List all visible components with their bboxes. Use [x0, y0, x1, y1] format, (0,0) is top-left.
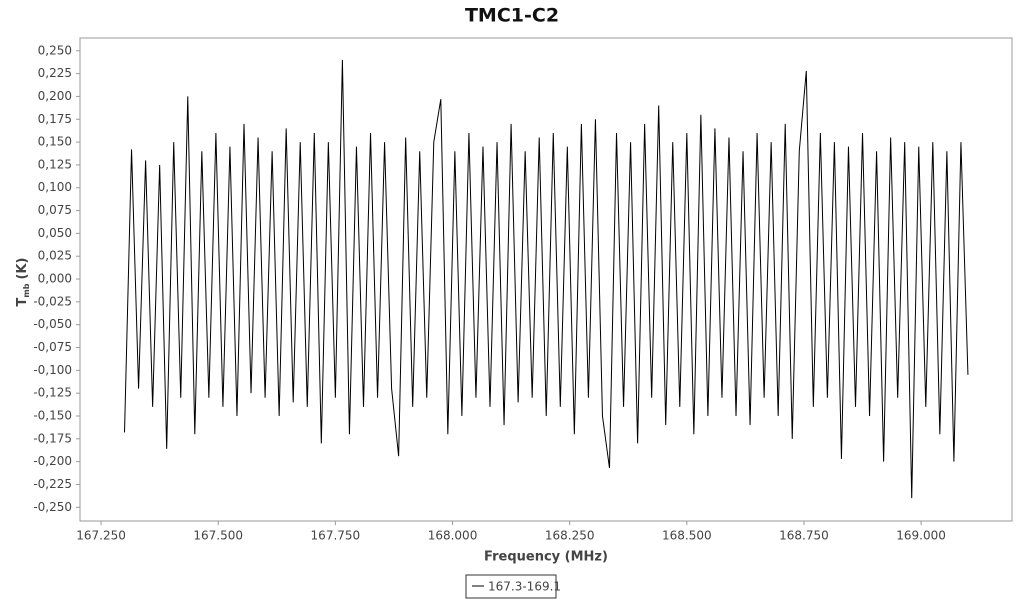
legend-label: 167.3-169.1	[488, 580, 561, 594]
x-tick-label: 169.000	[896, 529, 946, 543]
x-tick-label: 167.500	[193, 529, 243, 543]
x-tick-label: 167.250	[76, 529, 126, 543]
y-tick-label: 0,175	[38, 112, 72, 126]
y-tick-label: 0,050	[38, 226, 72, 240]
y-tick-label: 0,125	[38, 157, 72, 171]
y-tick-label: -0,175	[33, 431, 72, 445]
y-tick-label: 0,100	[38, 180, 72, 194]
y-tick-label: -0,050	[33, 317, 72, 331]
y-title-main: T	[15, 297, 30, 306]
y-tick-label: -0,125	[33, 386, 72, 400]
plot-area	[79, 37, 1013, 522]
spectrum-line	[124, 59, 969, 499]
y-tick-label: 0,200	[38, 89, 72, 103]
x-tick-label: 168.500	[662, 529, 712, 543]
y-tick-label: -0,150	[33, 409, 72, 423]
y-tick-label: 0,000	[38, 272, 72, 286]
y-title-sub: mb	[22, 283, 31, 297]
y-tick-label: 0,075	[38, 203, 72, 217]
y-tick-label: 0,150	[38, 135, 72, 149]
y-tick-label: -0,100	[33, 363, 72, 377]
y-tick-label: 0,225	[38, 66, 72, 80]
y-tick-label: -0,200	[33, 454, 72, 468]
y-title-unit: (K)	[15, 258, 30, 280]
y-axis-title: Tmb (K)	[15, 258, 31, 307]
x-tick-label: 168.000	[428, 529, 478, 543]
x-tick-label: 168.750	[779, 529, 829, 543]
y-tick-label: -0,225	[33, 477, 72, 491]
y-tick-label: 0,250	[38, 43, 72, 57]
legend	[465, 574, 557, 599]
y-tick-label: -0,250	[33, 500, 72, 514]
x-tick-label: 167.750	[311, 529, 361, 543]
chart-title: TMC1-C2	[465, 5, 559, 27]
x-tick-label: 168.250	[545, 529, 595, 543]
y-tick-label: -0,025	[33, 294, 72, 308]
y-tick-label: -0,075	[33, 340, 72, 354]
x-axis-title: Frequency (MHz)	[484, 550, 608, 565]
y-tick-label: 0,025	[38, 249, 72, 263]
